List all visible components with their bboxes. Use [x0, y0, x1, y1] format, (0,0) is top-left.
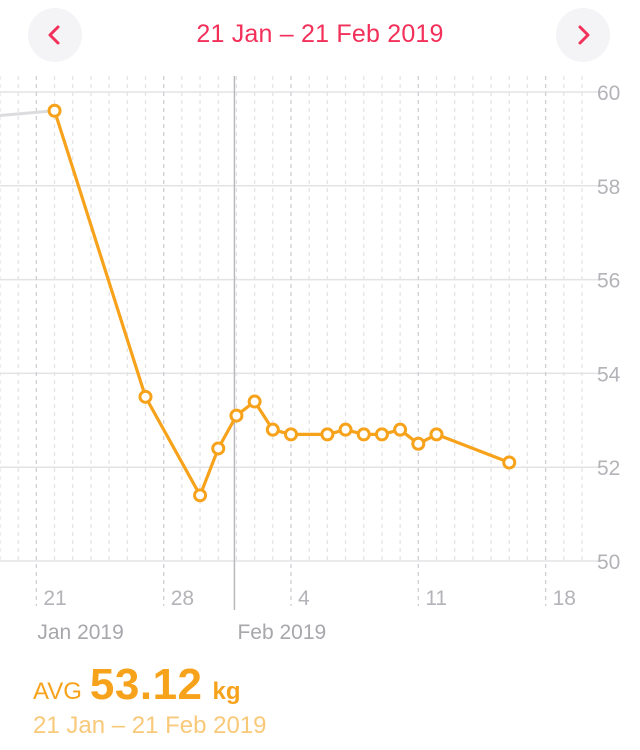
average-unit: kg — [212, 678, 241, 705]
average-label: AVG — [33, 678, 82, 705]
data-point — [193, 488, 208, 503]
data-point — [265, 422, 280, 437]
average-value: 53.12 — [89, 660, 203, 709]
data-point — [502, 455, 517, 470]
date-range-header: 21 Jan – 21 Feb 2019 — [0, 0, 640, 72]
previous-period-line — [0, 109, 55, 117]
next-period-button[interactable] — [556, 8, 610, 62]
x-tick-label: 18 — [553, 587, 576, 610]
average-date-range: 21 Jan – 21 Feb 2019 — [33, 712, 267, 739]
y-tick-label: 58 — [597, 176, 620, 199]
y-tick-label: 54 — [597, 363, 621, 386]
data-point — [411, 436, 426, 451]
data-point — [284, 427, 298, 442]
date-range-title: 21 Jan – 21 Feb 2019 — [196, 20, 444, 48]
y-tick-label: 60 — [597, 82, 620, 105]
x-tick-label: 11 — [425, 587, 447, 610]
weight-line-chart[interactable]: 50 52 54 56 58 60 21 28 4 11 18 Jan 2019 Feb 2019 — [0, 0, 640, 650]
chart-grid — [0, 76, 600, 610]
data-point — [229, 408, 244, 423]
data-point — [338, 422, 353, 437]
month-label: Feb 2019 — [237, 621, 326, 644]
month-label: Jan 2019 — [37, 621, 123, 644]
x-tick-label: 28 — [171, 587, 194, 610]
y-tick-label: 52 — [597, 457, 620, 480]
y-tick-label: 50 — [597, 551, 620, 574]
weight-line — [53, 110, 510, 497]
data-point — [47, 103, 62, 118]
x-tick-label: 4 — [298, 587, 310, 610]
data-point — [374, 427, 389, 442]
average-summary: AVG 53.12 kg 21 Jan – 21 Feb 2019 — [33, 660, 267, 740]
chevron-right-icon — [578, 25, 590, 45]
x-tick-label: 21 — [43, 587, 66, 610]
data-point — [393, 422, 408, 437]
average-row: AVG 53.12 kg — [33, 660, 267, 710]
previous-period-button[interactable] — [28, 8, 82, 62]
chart-axis-labels: 50 52 54 56 58 60 21 28 4 11 18 Jan 2019 Feb 2019 — [37, 82, 620, 644]
data-point — [247, 394, 262, 409]
data-point — [138, 389, 153, 404]
data-point — [429, 427, 444, 442]
y-tick-label: 56 — [597, 270, 620, 293]
data-point — [356, 427, 371, 442]
data-point — [211, 441, 226, 456]
chart-series — [0, 103, 517, 503]
chevron-left-icon — [48, 25, 60, 45]
data-point — [320, 427, 335, 442]
